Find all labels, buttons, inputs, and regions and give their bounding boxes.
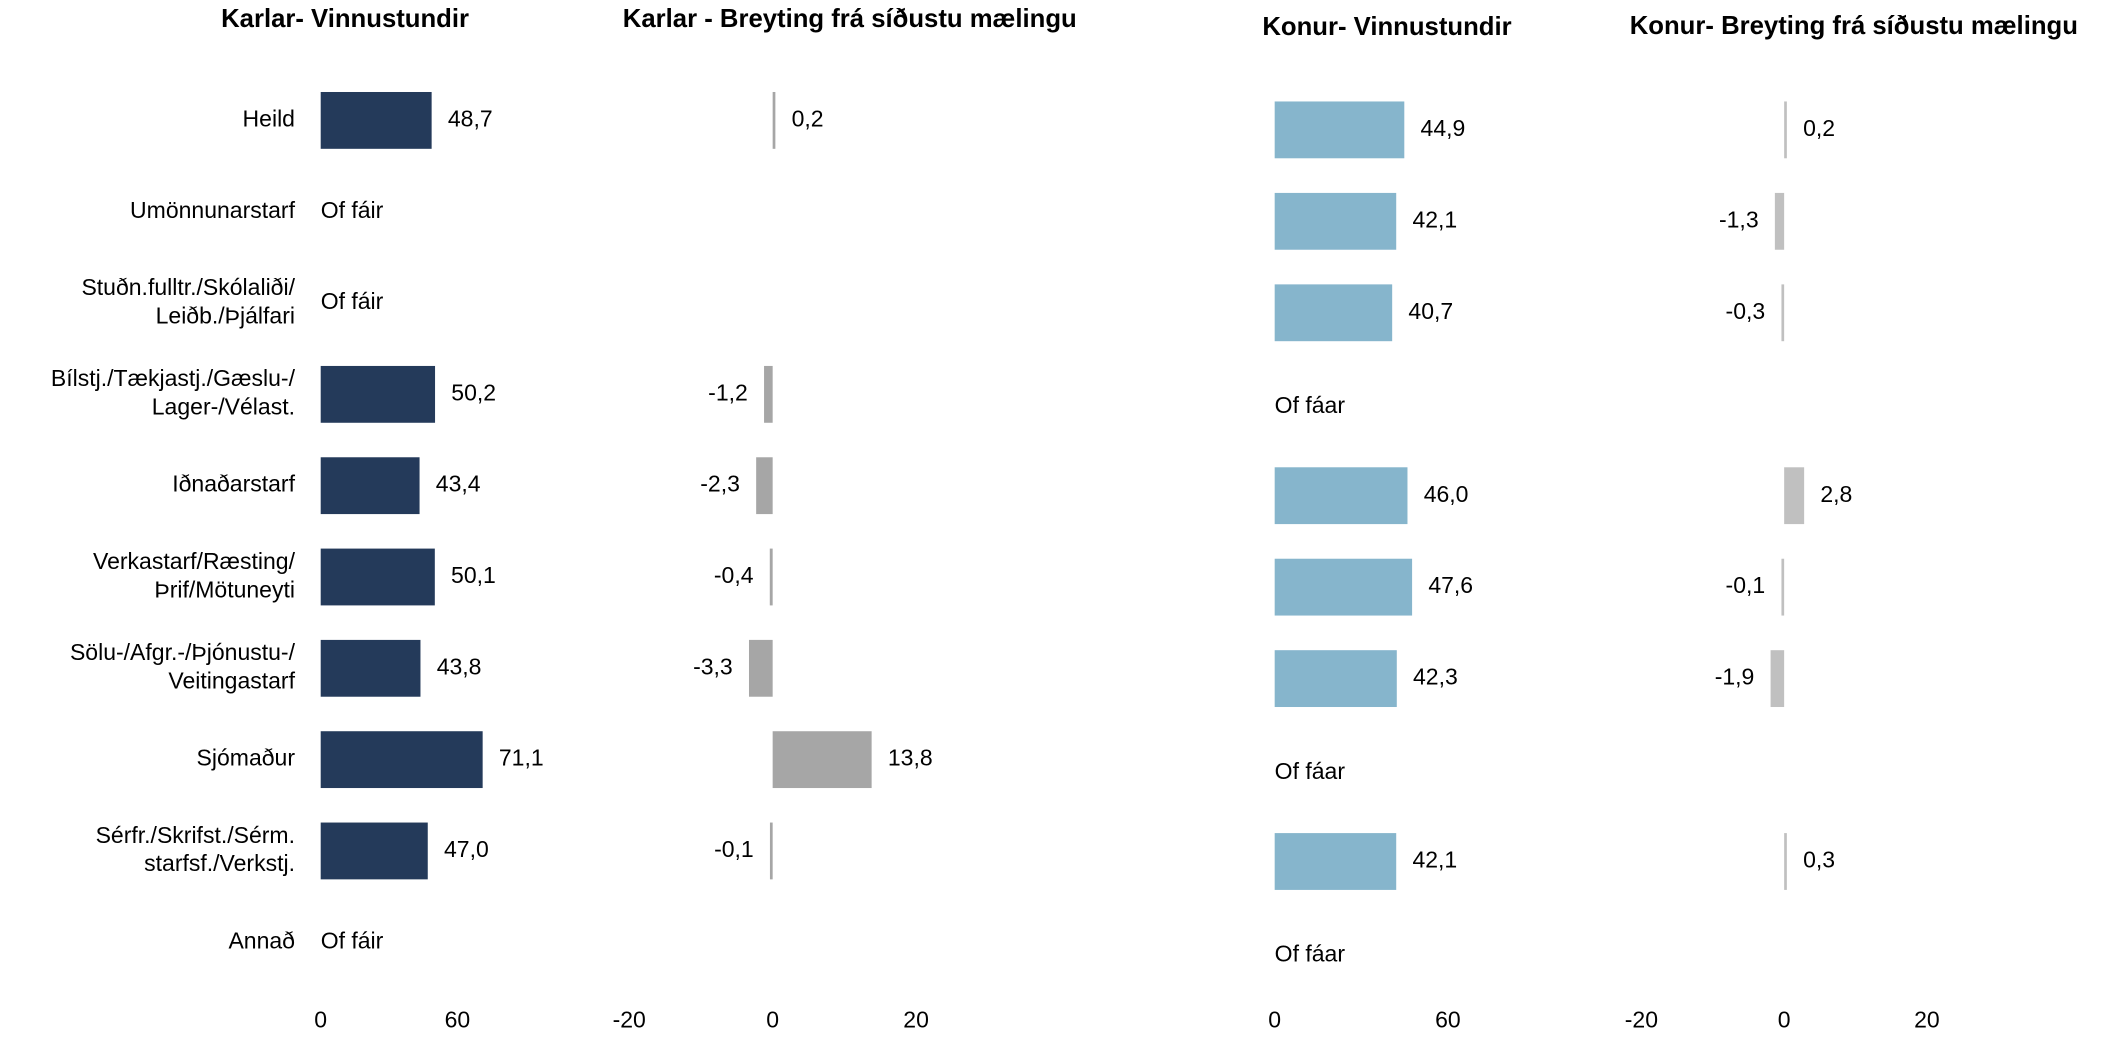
category-label: Sérfr./Skrifst./Sérm. [96, 822, 295, 848]
category-label: Lager-/Vélast. [152, 394, 295, 420]
chart-title: Konur- Breyting frá síðustu mælingu [1630, 12, 2078, 40]
bar [1274, 284, 1393, 342]
bar [320, 548, 435, 606]
bar [769, 548, 773, 606]
value-label: -0,4 [714, 562, 754, 588]
category-label: Sölu-/Afgr.-/Þjónustu-/ [70, 639, 296, 665]
bar [1774, 192, 1785, 250]
value-label: 13,8 [888, 745, 933, 771]
bar [320, 457, 420, 515]
x-tick-label: 20 [903, 1006, 929, 1032]
bar [772, 731, 872, 789]
value-label: Of fáar [1275, 392, 1346, 418]
value-label: 50,2 [451, 379, 496, 405]
x-tick-label: 0 [1268, 1006, 1281, 1032]
x-tick-label: 60 [445, 1006, 471, 1032]
x-tick-label: 60 [1435, 1006, 1461, 1032]
bar [748, 639, 773, 697]
x-tick-label: -20 [613, 1006, 646, 1032]
bar [320, 639, 421, 697]
value-label: 48,7 [448, 105, 493, 131]
x-tick-label: -20 [1625, 1006, 1658, 1032]
x-tick-label: 0 [314, 1006, 327, 1032]
bar [769, 822, 773, 880]
value-label: -0,1 [714, 836, 754, 862]
value-label: -1,2 [708, 379, 748, 405]
bar [1274, 833, 1397, 890]
value-label: -0,3 [1726, 298, 1766, 324]
category-label: Verkastarf/Ræsting/ [93, 548, 296, 574]
value-label: Of fáar [1275, 758, 1346, 784]
value-label: 46,0 [1424, 481, 1469, 507]
bar [1784, 101, 1787, 159]
bar [320, 91, 432, 149]
bar [1770, 650, 1785, 708]
bar [1784, 467, 1805, 525]
bar [320, 731, 483, 789]
bar [756, 457, 773, 515]
category-label: Umönnunarstarf [130, 197, 296, 223]
bar [320, 365, 436, 423]
value-label: -2,3 [700, 471, 740, 497]
bar [1781, 284, 1785, 342]
value-label: 47,6 [1428, 572, 1473, 598]
x-tick-label: 20 [1914, 1006, 1940, 1032]
value-label: 44,9 [1421, 115, 1466, 141]
value-label: 2,8 [1820, 481, 1852, 507]
value-label: 42,1 [1412, 206, 1457, 232]
value-label: 43,8 [437, 653, 482, 679]
bar [1274, 650, 1397, 708]
category-label: Þrif/Mötuneyti [154, 576, 295, 602]
value-label: -1,9 [1715, 664, 1755, 690]
value-label: 47,0 [444, 836, 489, 862]
value-label: 42,1 [1412, 847, 1457, 873]
bar [764, 365, 773, 423]
category-label: Heild [243, 105, 295, 131]
value-label: 0,2 [792, 105, 824, 131]
value-label: 71,1 [499, 745, 544, 771]
value-label: 43,4 [436, 471, 481, 497]
bar [1784, 833, 1787, 890]
value-label: Of fáir [321, 927, 384, 953]
bar [1274, 192, 1397, 250]
category-label: Stuðn.fulltr./Skólaliði/ [81, 274, 295, 300]
value-label: -0,1 [1726, 572, 1766, 598]
value-label: -1,3 [1719, 206, 1759, 232]
value-label: 0,2 [1803, 115, 1835, 141]
value-label: 50,1 [451, 562, 496, 588]
category-label: Iðnaðarstarf [172, 471, 295, 497]
bar [1274, 101, 1405, 159]
bar [1274, 558, 1413, 616]
bar [772, 91, 776, 149]
category-label: Annað [228, 927, 295, 953]
value-label: 42,3 [1413, 664, 1458, 690]
value-label: 40,7 [1408, 298, 1453, 324]
category-label: Bílstj./Tækjastj./Gæslu-/ [51, 365, 296, 391]
value-label: -3,3 [693, 653, 733, 679]
value-label: Of fáar [1275, 941, 1346, 967]
category-label: Veitingastarf [168, 668, 295, 694]
chart-title: Karlar- Vinnustundir [221, 5, 469, 33]
bar [1781, 558, 1785, 616]
value-label: Of fáir [321, 197, 384, 223]
category-label: Sjómaður [197, 745, 296, 771]
value-label: Of fáir [321, 288, 384, 314]
bar [320, 822, 428, 880]
value-label: 0,3 [1803, 847, 1835, 873]
chart-title: Konur- Vinnustundir [1262, 13, 1511, 41]
bar [1274, 467, 1408, 525]
x-tick-label: 0 [766, 1006, 779, 1032]
x-tick-label: 0 [1778, 1006, 1791, 1032]
category-label: starfsf./Verkstj. [144, 850, 295, 876]
category-label: Leiðb./Þjálfari [156, 302, 295, 328]
chart-title: Karlar - Breyting frá síðustu mælingu [623, 5, 1077, 33]
